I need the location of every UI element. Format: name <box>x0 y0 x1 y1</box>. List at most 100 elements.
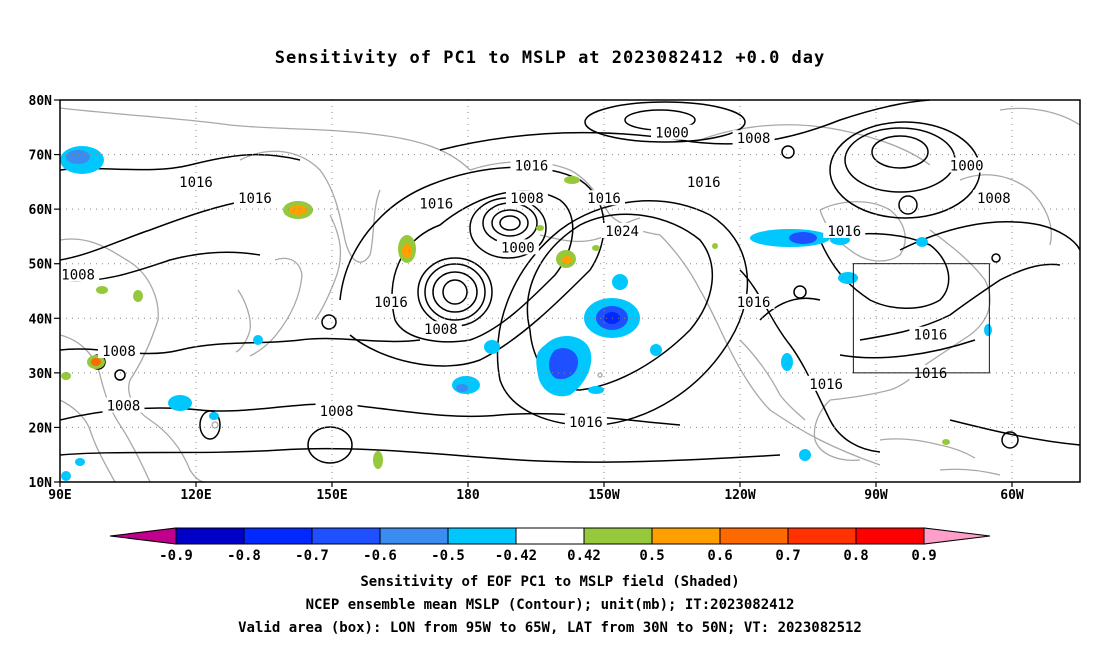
colorbar: -0.9 -0.8 -0.7 -0.6 -0.5 -0.42 0.42 0.5 0.6 0.7 0.… <box>109 527 991 564</box>
contour-label: 1016 <box>238 191 272 207</box>
contour-label-bg <box>419 321 462 337</box>
contour-label-bg <box>682 173 725 189</box>
contour-label: 1016 <box>419 197 453 213</box>
colorbar-label: 0.5 <box>639 548 664 564</box>
valid-area-box <box>852 263 990 374</box>
contour-label-bg <box>972 190 1015 206</box>
contour-label-bg <box>415 195 458 211</box>
contour-label: 1016 <box>687 175 721 191</box>
contour-label-bg <box>315 403 358 419</box>
contour-label-bg <box>369 293 412 309</box>
lat-tick-label: 40N <box>29 312 53 327</box>
contour-label-bg <box>97 343 140 359</box>
caption-contour: NCEP ensemble mean MSLP (Contour); unit(… <box>305 597 795 613</box>
contour-label-bg <box>233 190 276 206</box>
contour-label-bg <box>564 413 607 429</box>
contour-label: 1008 <box>510 191 544 207</box>
contour-label-bg <box>909 326 952 342</box>
contour-label: 1016 <box>569 415 603 431</box>
lon-tick-label: 180 <box>456 488 480 503</box>
contour-label: 1016 <box>587 191 621 207</box>
colorbar-box <box>311 527 381 545</box>
colorbar-box <box>447 527 517 545</box>
contour-label: 1016 <box>374 295 408 311</box>
colorbar-box <box>175 527 245 545</box>
plot-frame <box>59 99 1081 483</box>
lon-tick-label: 150E <box>316 488 347 503</box>
lat-tick-label: 10N <box>29 476 53 491</box>
colorbar-label: 0.6 <box>707 548 732 564</box>
colorbar-label: -0.6 <box>363 548 397 564</box>
contour-label: 1000 <box>655 126 689 142</box>
lon-tick-label: 120E <box>180 488 211 503</box>
colorbar-label: -0.5 <box>431 548 465 564</box>
contour-label: 1016 <box>179 175 213 191</box>
colorbar-box <box>787 527 857 545</box>
contour-label: 1008 <box>737 131 771 147</box>
contour-label: 1024 <box>605 224 639 240</box>
lat-tick-label: 80N <box>29 94 53 109</box>
contour-label: 1008 <box>61 268 95 284</box>
contour-label-bg <box>945 157 988 173</box>
contour-label-bg <box>601 222 644 238</box>
contour-label: 1016 <box>737 295 771 311</box>
contour-label-bg <box>496 239 539 255</box>
contour-label-bg <box>175 173 217 189</box>
contour-label: 1008 <box>107 399 141 415</box>
contour-label-bg <box>805 375 848 391</box>
colorbar-end-left <box>109 527 177 545</box>
chart-title: Sensitivity of PC1 to MSLP at 2023082412… <box>274 48 826 68</box>
contour-label-bg <box>60 266 100 282</box>
colorbar-label: 0.8 <box>843 548 868 564</box>
colorbar-box <box>651 527 721 545</box>
colorbar-label: -0.7 <box>295 548 329 564</box>
colorbar-label: 0.42 <box>567 548 601 564</box>
colorbar-box <box>379 527 449 545</box>
contour-label: 1016 <box>914 328 948 344</box>
contour-label-bg <box>732 130 775 146</box>
colorbar-end-right <box>923 527 991 545</box>
contour-label-bg <box>909 364 952 380</box>
colorbar-box <box>583 527 653 545</box>
caption-shading: Sensitivity of EOF PC1 to MSLP field (Sh… <box>360 574 740 590</box>
lat-tick-label: 70N <box>29 149 53 164</box>
lon-tick-label: 150W <box>588 488 619 503</box>
lat-tick-label: 60N <box>29 203 53 218</box>
contour-label: 1016 <box>827 224 861 240</box>
contour-label: 1008 <box>424 322 458 338</box>
colorbar-label: -0.8 <box>227 548 261 564</box>
contour-label-bg <box>510 157 553 173</box>
colorbar-box <box>719 527 789 545</box>
colorbar-box <box>515 527 585 545</box>
colorbar-label: -0.9 <box>159 548 193 564</box>
contour-label-bg <box>102 397 145 413</box>
colorbar-label: -0.42 <box>495 548 537 564</box>
lon-tick-label: 60W <box>1000 488 1024 503</box>
colorbar-label: 0.9 <box>911 548 936 564</box>
colorbar-label: 0.7 <box>775 548 800 564</box>
contour-label: 1008 <box>977 191 1011 207</box>
contour-label: 1016 <box>809 377 843 393</box>
contour-labels: 1000 1008 1016 1000 1016 1016 1016 1008 1008 1016… <box>60 124 1015 431</box>
sensitivity-shading <box>60 146 992 481</box>
contour-label: 1016 <box>914 366 948 382</box>
colorbar-box <box>243 527 313 545</box>
contour-label-bg <box>732 293 775 309</box>
lat-tick-label: 50N <box>29 258 53 273</box>
lon-tick-label: 90W <box>864 488 888 503</box>
lon-tick-label: 120W <box>724 488 755 503</box>
contour-label: 1008 <box>102 344 136 360</box>
contour-label-bg <box>505 190 548 206</box>
lat-tick-label: 20N <box>29 421 53 436</box>
contour-label-bg <box>583 190 625 206</box>
contour-label: 1000 <box>950 158 984 174</box>
contour-label: 1016 <box>515 158 549 174</box>
contour-label: 1000 <box>501 240 535 256</box>
lat-tick-label: 30N <box>29 367 53 382</box>
lon-tick-label: 90E <box>48 488 71 503</box>
caption-valid-area: Valid area (box): LON from 95W to 65W, L… <box>238 620 862 636</box>
colorbar-box <box>855 527 925 545</box>
contour-label-bg <box>823 222 866 238</box>
